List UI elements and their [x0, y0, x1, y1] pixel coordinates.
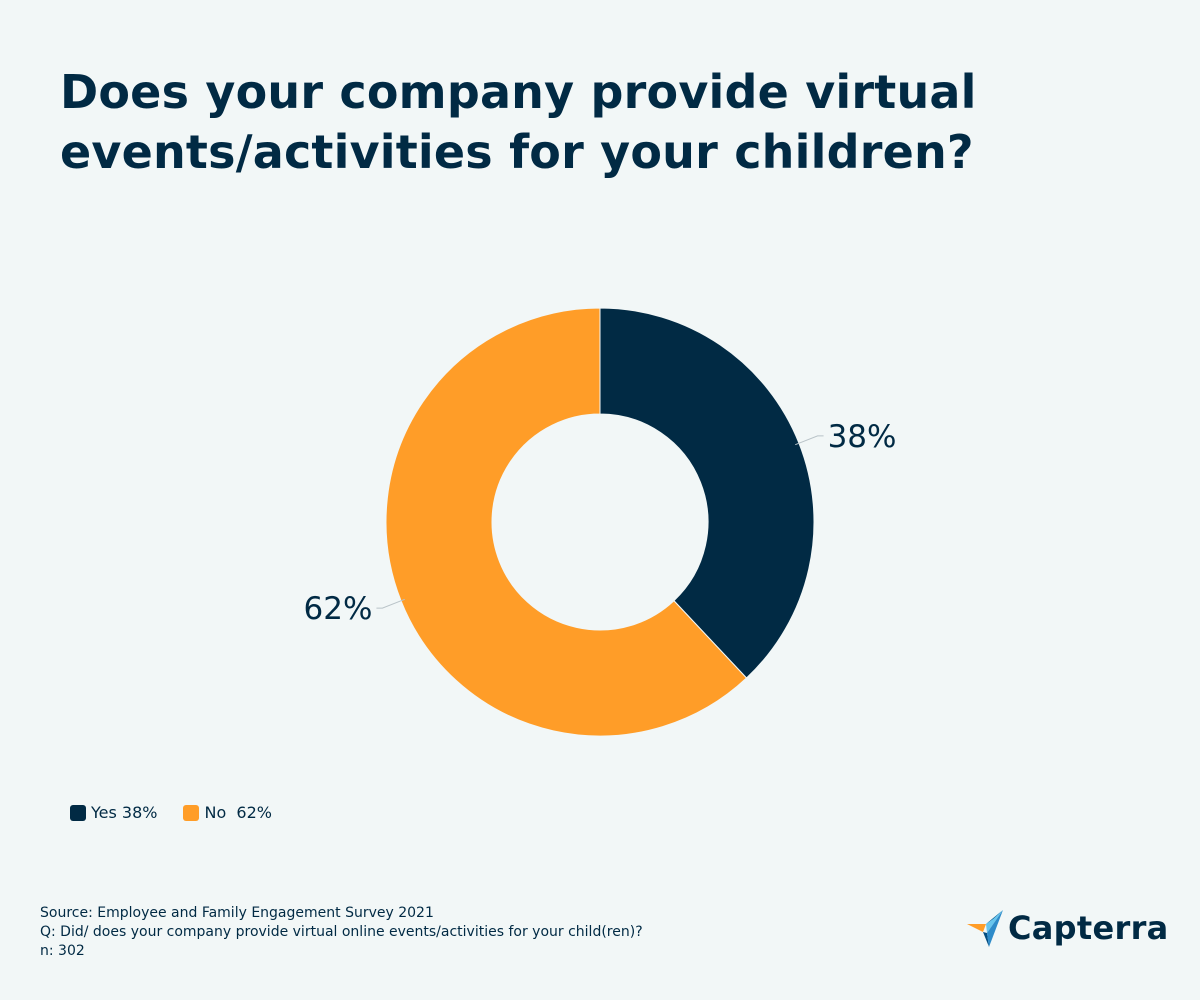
legend-swatch-yes	[70, 804, 86, 821]
slice-yes	[599, 307, 815, 679]
donut-labels: 38% 62%	[304, 419, 897, 627]
source-notes: Source: Employee and Family Engagement S…	[40, 904, 643, 961]
leader-line-yes	[795, 435, 824, 446]
legend-item-yes: Yes 38%	[70, 803, 157, 822]
leader-line-no	[376, 598, 405, 609]
logo-text: Capterra	[1008, 909, 1169, 947]
chart-title: Does your company provide virtual events…	[60, 65, 977, 179]
legend-swatch-no	[183, 804, 200, 821]
slice-no	[385, 307, 748, 737]
donut-slices	[385, 307, 815, 737]
data-label-yes: 38%	[828, 419, 897, 455]
legend-label-yes: Yes 38%	[91, 803, 158, 822]
legend-label-no: No 62%	[204, 803, 272, 822]
capterra-logo: Capterra	[966, 908, 1169, 948]
legend: Yes 38% No 62%	[70, 803, 298, 822]
sample-size-line: n: 302	[40, 943, 85, 959]
data-label-no: 62%	[304, 591, 373, 627]
legend-item-no: No 62%	[183, 803, 272, 822]
source-line: Source: Employee and Family Engagement S…	[40, 905, 434, 921]
capterra-arrow-icon	[967, 910, 1003, 947]
question-line: Q: Did/ does your company provide virtua…	[40, 924, 643, 940]
